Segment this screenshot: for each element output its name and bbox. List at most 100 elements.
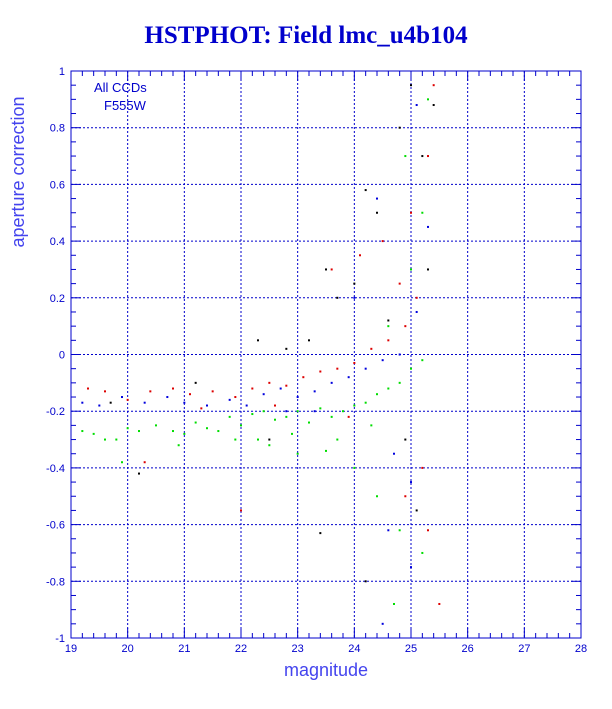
x-tick-label: 26 [462, 643, 474, 655]
data-point [376, 393, 378, 396]
data-point [353, 466, 356, 469]
annotation-all-ccds: All CCDs [94, 80, 147, 95]
data-point [296, 452, 299, 455]
data-point [387, 319, 390, 322]
data-point [245, 404, 248, 407]
data-point [115, 438, 118, 441]
data-point [319, 532, 322, 535]
data-point [336, 296, 339, 299]
data-point [438, 602, 441, 605]
data-point [359, 254, 361, 257]
data-point [410, 367, 412, 370]
data-point [347, 376, 350, 379]
data-point [376, 495, 378, 498]
data-point [387, 387, 390, 390]
data-point [336, 438, 339, 441]
data-point [427, 155, 429, 158]
y-tick-label: 0.8 [50, 123, 65, 135]
x-tick-label: 28 [575, 643, 587, 655]
x-tick-label: 20 [122, 643, 134, 655]
data-point [183, 401, 186, 404]
data-point [308, 339, 310, 342]
data-point [415, 509, 418, 512]
data-point [172, 430, 174, 433]
grid-lines [71, 71, 581, 638]
data-point [398, 381, 401, 384]
data-point [234, 438, 237, 441]
data-point [410, 268, 412, 271]
data-point [404, 438, 407, 441]
data-point [353, 404, 356, 407]
data-point [104, 390, 106, 393]
x-tick-label: 22 [235, 643, 247, 655]
data-point [183, 432, 186, 435]
data-point [228, 415, 231, 418]
data-point [421, 211, 424, 214]
data-point [427, 225, 429, 228]
data-point [313, 390, 316, 393]
y-tick-label: 1 [59, 66, 65, 78]
data-point [257, 339, 259, 342]
data-point [172, 387, 174, 390]
data-point [268, 381, 271, 384]
data-point [166, 396, 169, 399]
data-point [370, 424, 373, 427]
x-tick-label: 19 [65, 643, 77, 655]
data-point [274, 418, 276, 421]
data-point [410, 211, 412, 214]
annotation-filter: F555W [104, 98, 147, 113]
data-points [81, 84, 441, 625]
x-tick-label: 27 [518, 643, 530, 655]
data-point [330, 415, 333, 418]
data-point [376, 211, 378, 214]
x-tick-label: 21 [178, 643, 190, 655]
data-point [285, 415, 288, 418]
data-point [432, 84, 435, 87]
data-point [353, 362, 356, 365]
y-tick-labels: -1 -0.8 -0.6 -0.4 -0.2 0 0.2 0.4 0.6 0.8 1 [46, 66, 65, 645]
data-point [206, 404, 208, 407]
data-point [393, 602, 395, 605]
data-point [364, 580, 367, 583]
data-point [149, 390, 152, 393]
data-point [342, 410, 344, 413]
data-point [121, 396, 123, 399]
data-point [206, 427, 208, 430]
data-point [387, 529, 390, 532]
data-point [155, 424, 157, 427]
data-point [251, 387, 254, 390]
y-tick-label: 0.4 [50, 236, 65, 248]
data-point [410, 566, 412, 569]
data-point [319, 370, 322, 373]
data-point [421, 466, 424, 469]
data-point [138, 430, 140, 433]
data-point [387, 339, 390, 342]
data-point [138, 472, 140, 475]
data-point [427, 529, 429, 532]
data-point [364, 401, 367, 404]
data-point [415, 310, 418, 313]
data-point [285, 347, 288, 350]
data-point [432, 104, 435, 107]
data-point [353, 296, 356, 299]
y-tick-label: -0.6 [46, 520, 65, 532]
data-point [143, 461, 146, 464]
x-tick-label: 23 [292, 643, 304, 655]
data-point [143, 401, 146, 404]
x-tick-label: 25 [405, 643, 417, 655]
data-point [381, 240, 384, 243]
data-point [296, 396, 299, 399]
x-tick-label: 24 [348, 643, 360, 655]
data-point [104, 438, 106, 441]
data-point [98, 404, 101, 407]
data-point [302, 376, 305, 379]
data-point [81, 401, 84, 404]
data-point [353, 282, 356, 285]
data-point [347, 415, 350, 418]
data-point [421, 155, 424, 158]
minor-ticks [70, 70, 582, 639]
data-point [81, 430, 84, 433]
data-point [274, 404, 276, 407]
data-point [285, 384, 288, 387]
